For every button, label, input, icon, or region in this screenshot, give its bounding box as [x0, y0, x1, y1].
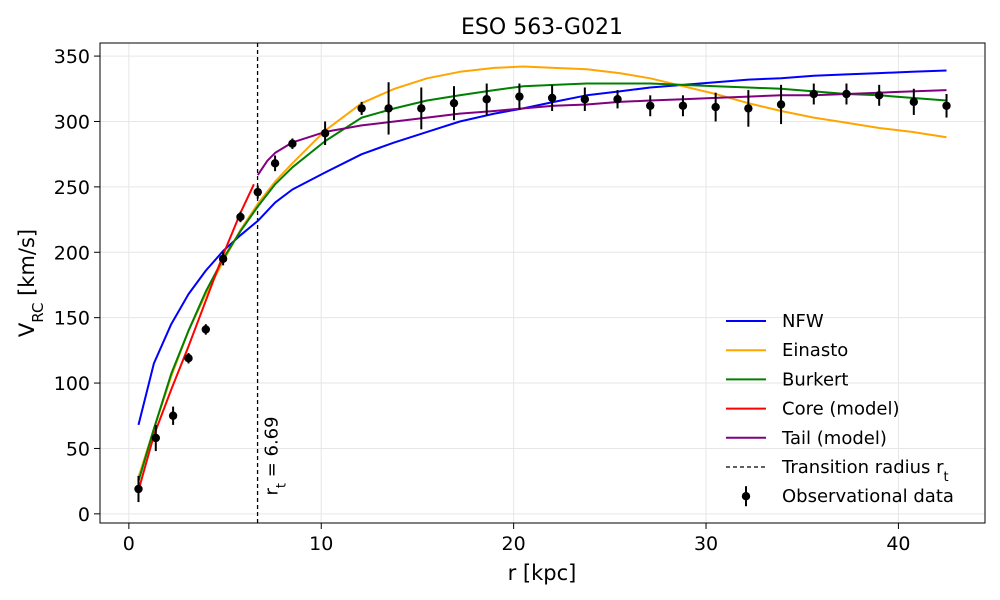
data-point — [357, 104, 366, 113]
data-point — [168, 411, 178, 420]
series-layer — [137, 65, 947, 491]
data-point — [547, 93, 557, 103]
transition-radius-label: rt = 6.69 — [262, 416, 290, 495]
data-point — [744, 104, 753, 113]
data-point — [201, 325, 211, 334]
data-point — [449, 98, 459, 108]
data-point — [646, 101, 655, 110]
legend-label: Observational data — [782, 486, 954, 507]
legend-entry-core-model: Core (model) — [726, 399, 899, 420]
legend-entry-einasto: Einasto — [726, 340, 848, 361]
legend-label: Transition radius rt — [781, 457, 949, 485]
legend: NFW Einasto Burkert Core (model) Tail (model… — [726, 311, 954, 507]
series-line-nfw — [137, 69, 947, 426]
data-point — [417, 104, 426, 113]
y-tick-label: 350 — [54, 46, 90, 68]
y-tick-label: 300 — [54, 111, 90, 133]
legend-entry-nfw: NFW — [726, 311, 824, 332]
data-point — [253, 187, 262, 197]
series-line-einasto — [137, 65, 947, 478]
data-point — [515, 92, 524, 101]
data-point — [236, 212, 245, 222]
data-point — [942, 101, 951, 110]
data-point — [134, 484, 143, 494]
data-point — [809, 89, 818, 99]
x-tick-label: 30 — [694, 533, 718, 555]
legend-entry-observational-data: Observational data — [741, 486, 954, 507]
data-point — [482, 95, 491, 104]
data-point — [288, 139, 297, 148]
grid — [100, 43, 985, 523]
observational-points — [134, 82, 951, 503]
data-point — [874, 91, 884, 100]
axis-ticks: 0 10 20 30 40 0 50 100 150 200 250 300 350 — [54, 46, 911, 555]
data-point — [711, 102, 720, 112]
y-tick-label: 50 — [66, 438, 90, 460]
series-line-tail-model — [256, 89, 947, 176]
x-tick-label: 10 — [309, 533, 333, 555]
legend-entry-tail-model: Tail (model) — [726, 428, 887, 449]
y-tick-label: 250 — [54, 177, 90, 199]
y-tick-label: 0 — [78, 504, 90, 526]
chart-title: ESO 563-G021 — [461, 15, 623, 40]
data-point — [678, 101, 688, 110]
data-point — [776, 100, 786, 109]
data-point — [580, 95, 590, 104]
series-line-burkert — [137, 82, 947, 482]
data-point — [151, 433, 160, 443]
data-point — [270, 159, 280, 168]
x-tick-label: 20 — [502, 533, 526, 555]
legend-label: NFW — [782, 311, 824, 332]
y-tick-label: 150 — [54, 308, 90, 330]
x-axis-label: r [kpc] — [508, 561, 577, 585]
legend-entry-transition-radius-r-t: Transition radius rt — [726, 457, 949, 485]
legend-label: Burkert — [782, 369, 848, 390]
data-point — [613, 95, 622, 104]
data-point — [909, 97, 919, 107]
x-tick-label: 40 — [886, 533, 910, 555]
x-tick-label: 0 — [123, 533, 135, 555]
y-axis-label: VRC [km/s] — [15, 229, 47, 337]
legend-swatch-point — [741, 492, 751, 501]
legend-label: Tail (model) — [781, 428, 887, 449]
data-point — [384, 104, 393, 113]
plot-frame — [99, 42, 986, 524]
legend-label: Einasto — [782, 340, 848, 361]
y-tick-label: 100 — [54, 373, 90, 395]
y-tick-label: 200 — [54, 242, 90, 264]
legend-entry-burkert: Burkert — [726, 369, 848, 390]
data-point — [842, 89, 851, 99]
legend-label: Core (model) — [782, 399, 899, 420]
data-point — [320, 129, 330, 138]
data-point — [184, 354, 193, 363]
data-point — [218, 254, 228, 264]
